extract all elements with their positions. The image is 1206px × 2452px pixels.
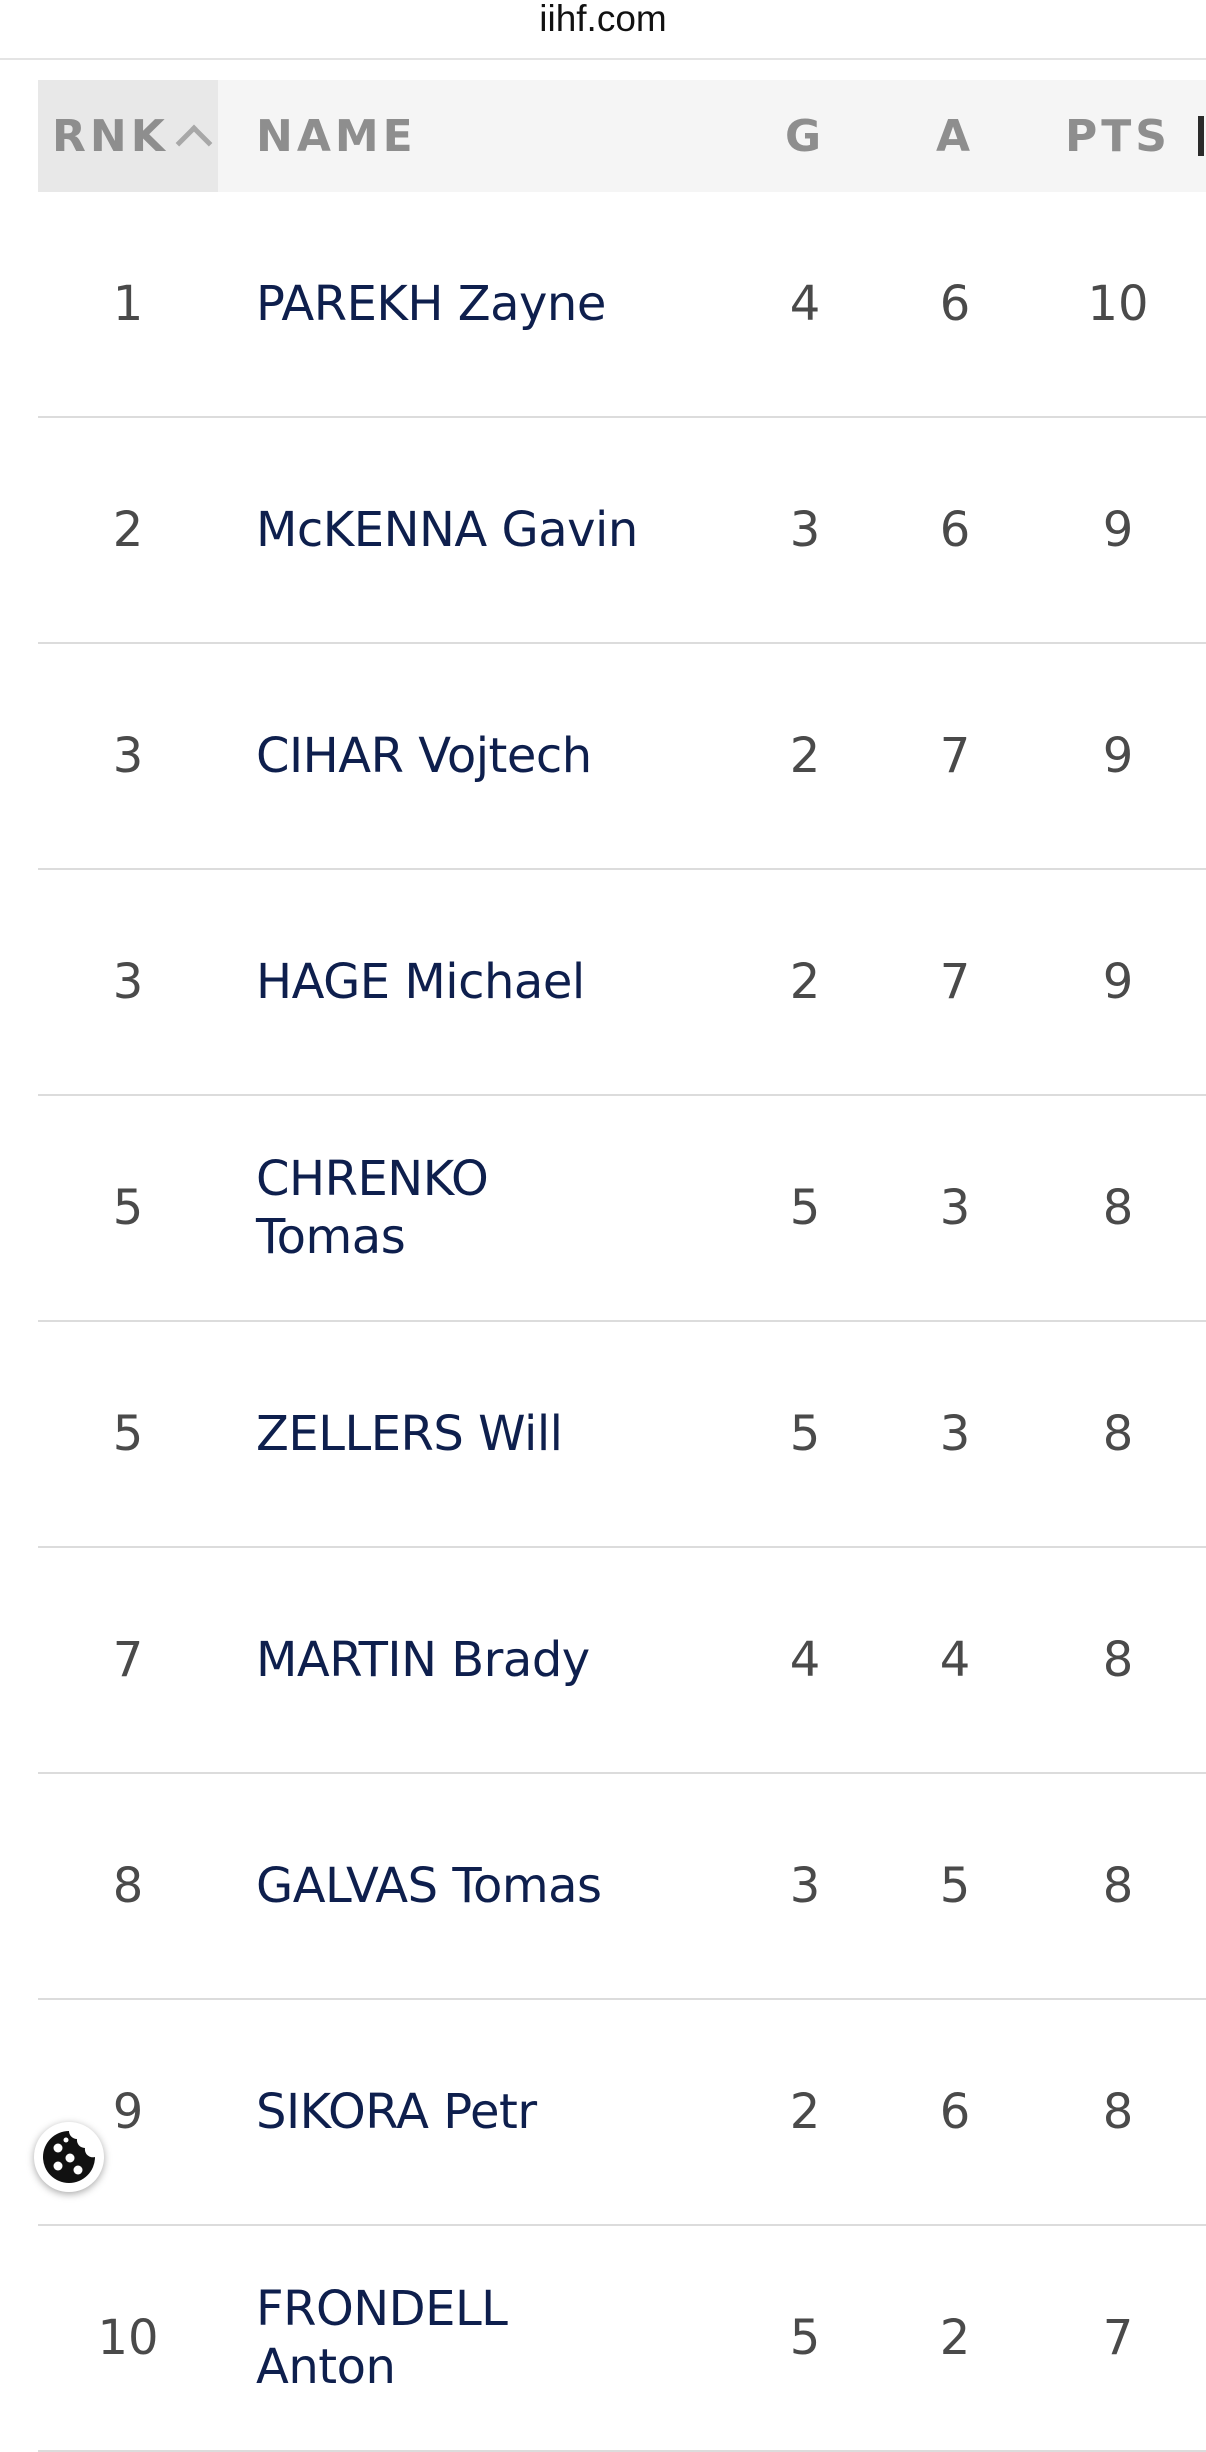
cell-player-name[interactable]: CIHAR Vojtech	[256, 728, 592, 784]
header-rank[interactable]: RNK	[38, 80, 218, 192]
cell-goals: 5	[789, 1406, 821, 1462]
table-row[interactable]: 5 ZELLERS Will 5 3 8	[38, 1322, 1206, 1548]
url-bar[interactable]: iihf.com	[0, 0, 1206, 60]
cell-goals: 3	[789, 502, 821, 558]
header-rank-label: RNK	[52, 110, 169, 162]
cookie-icon	[43, 2131, 95, 2183]
cell-assists: 5	[939, 1858, 971, 1914]
cell-points: 7	[1102, 2310, 1134, 2366]
cell-points: 9	[1102, 728, 1134, 784]
table-row[interactable]: 5 CHRENKO Tomas 5 3 8	[38, 1096, 1206, 1322]
cell-player-name[interactable]: McKENNA Gavin	[256, 502, 638, 558]
cell-points: 9	[1102, 502, 1134, 558]
cell-points: 8	[1102, 1858, 1134, 1914]
table-row[interactable]: 10 FRONDELL Anton 5 2 7	[38, 2226, 1206, 2452]
cell-assists: 7	[939, 728, 971, 784]
table-header: RNK NAME G A PTS	[38, 80, 1206, 192]
cell-goals: 3	[789, 1858, 821, 1914]
cell-player-name[interactable]: HAGE Michael	[256, 954, 585, 1010]
cell-assists: 2	[939, 2310, 971, 2366]
cell-player-name[interactable]: MARTIN Brady	[256, 1632, 590, 1688]
cell-rank: 9	[112, 2084, 144, 2140]
cell-assists: 6	[939, 276, 971, 332]
cell-player-name[interactable]: SIKORA Petr	[256, 2084, 537, 2140]
cell-rank: 3	[112, 954, 144, 1010]
cell-player-name[interactable]: CHRENKO Tomas	[256, 1151, 489, 1265]
cell-goals: 5	[789, 1180, 821, 1236]
cell-assists: 3	[939, 1406, 971, 1462]
header-points[interactable]: PTS	[1065, 110, 1171, 162]
cell-player-name[interactable]: PAREKH Zayne	[256, 276, 606, 332]
cell-assists: 6	[939, 502, 971, 558]
cell-points: 10	[1087, 276, 1149, 332]
cell-rank: 3	[112, 728, 144, 784]
cell-goals: 2	[789, 728, 821, 784]
cell-assists: 3	[939, 1180, 971, 1236]
cell-assists: 7	[939, 954, 971, 1010]
cell-points: 9	[1102, 954, 1134, 1010]
cell-goals: 5	[789, 2310, 821, 2366]
url-text[interactable]: iihf.com	[539, 0, 667, 39]
cell-player-name[interactable]: FRONDELL Anton	[256, 2281, 508, 2395]
cell-player-name[interactable]: ZELLERS Will	[256, 1406, 563, 1462]
cell-rank: 7	[112, 1632, 144, 1688]
cell-player-name[interactable]: GALVAS Tomas	[256, 1858, 602, 1914]
cell-rank: 8	[112, 1858, 144, 1914]
cell-rank: 5	[112, 1180, 144, 1236]
header-name[interactable]: NAME	[256, 110, 417, 162]
table-row[interactable]: 1 PAREKH Zayne 4 6 10	[38, 192, 1206, 418]
header-next-column	[1198, 80, 1206, 192]
cell-points: 8	[1102, 1180, 1134, 1236]
table-row[interactable]: 3 HAGE Michael 2 7 9	[38, 870, 1206, 1096]
cookie-settings-button[interactable]	[34, 2122, 104, 2192]
header-assists[interactable]: A	[935, 110, 975, 162]
cell-rank: 10	[97, 2310, 159, 2366]
cell-rank: 2	[112, 502, 144, 558]
header-goals[interactable]: G	[784, 110, 826, 162]
table-row[interactable]: 3 CIHAR Vojtech 2 7 9	[38, 644, 1206, 870]
table-row[interactable]: 8 GALVAS Tomas 3 5 8	[38, 1774, 1206, 2000]
table-row[interactable]: 2 McKENNA Gavin 3 6 9	[38, 418, 1206, 644]
chevron-up-icon	[175, 124, 213, 162]
cell-points: 8	[1102, 1632, 1134, 1688]
cell-goals: 4	[789, 1632, 821, 1688]
cell-assists: 4	[939, 1632, 971, 1688]
cell-points: 8	[1102, 1406, 1134, 1462]
table-row[interactable]: 7 MARTIN Brady 4 4 8	[38, 1548, 1206, 1774]
cell-goals: 4	[789, 276, 821, 332]
cell-goals: 2	[789, 2084, 821, 2140]
cell-points: 8	[1102, 2084, 1134, 2140]
stats-table: RNK NAME G A PTS 1 PAREKH Zayne 4 6 10 2…	[38, 80, 1206, 2452]
cell-rank: 5	[112, 1406, 144, 1462]
cell-goals: 2	[789, 954, 821, 1010]
cell-assists: 6	[939, 2084, 971, 2140]
table-row[interactable]: 9 SIKORA Petr 2 6 8	[38, 2000, 1206, 2226]
cell-rank: 1	[112, 276, 144, 332]
